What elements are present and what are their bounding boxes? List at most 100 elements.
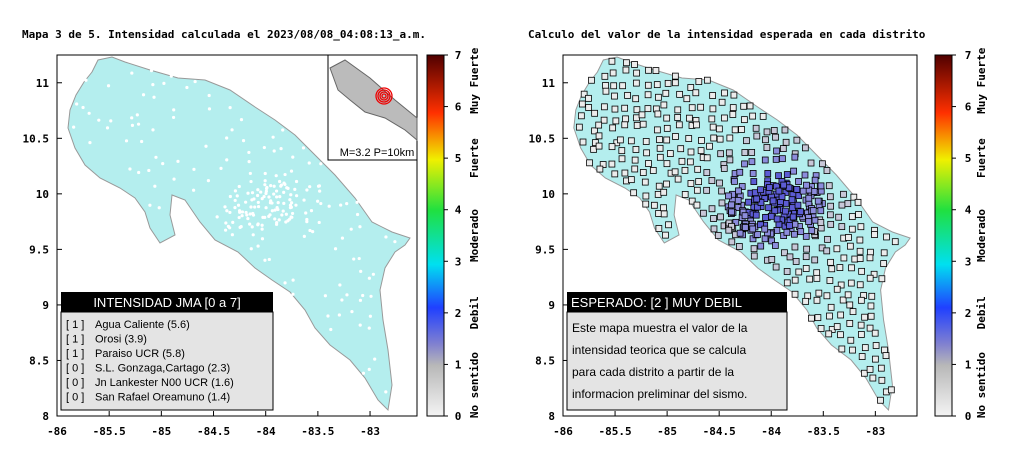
district-square (854, 198, 862, 206)
district-square (757, 221, 764, 229)
station-dot (87, 111, 91, 115)
x-tick-label: -84.5 (703, 425, 736, 438)
box-body (566, 311, 788, 411)
district-square (799, 187, 807, 195)
district-square (700, 209, 707, 217)
station-dot (172, 177, 176, 181)
colorbar-label: Debil (468, 296, 481, 329)
station-dot (75, 102, 79, 106)
district-square (838, 201, 846, 209)
district-square (849, 346, 856, 354)
district-square (652, 67, 660, 74)
district-square (769, 197, 777, 205)
station-dot (247, 150, 251, 155)
station-dot (109, 119, 113, 123)
district-square (827, 258, 834, 266)
district-square (750, 178, 758, 185)
district-square (772, 133, 779, 141)
district-square (748, 158, 756, 166)
station-dot (148, 203, 152, 207)
district-square (837, 281, 845, 289)
station-dot (130, 123, 135, 127)
district-square (748, 149, 756, 156)
station-dot (282, 190, 286, 195)
district-square (824, 235, 831, 243)
district-square (757, 242, 765, 250)
district-square (838, 223, 846, 231)
station-dot (248, 222, 252, 226)
district-square (823, 247, 831, 255)
district-square (609, 124, 617, 132)
station-dot (124, 139, 129, 143)
station-dot (288, 198, 292, 202)
district-square (632, 146, 640, 153)
district-square (692, 89, 700, 97)
x-tick-label: -85 (657, 425, 677, 438)
district-square (611, 92, 618, 100)
district-square (866, 324, 874, 332)
district-square (672, 79, 679, 87)
district-square (632, 95, 640, 103)
colorbar-tick-label: 5 (965, 152, 972, 165)
station-dot (237, 215, 241, 220)
station-dot (282, 201, 286, 205)
y-tick-label: 8 (548, 410, 555, 423)
district-square (858, 296, 865, 304)
box-body (60, 311, 274, 411)
station-dot (384, 390, 388, 394)
station-dot (171, 115, 176, 120)
district-square (734, 197, 742, 204)
district-square (591, 127, 598, 135)
district-square (708, 115, 716, 123)
station-dot (291, 292, 295, 296)
colorbar-label: Fuerte (468, 138, 481, 178)
station-dot (281, 128, 285, 132)
station-dot (308, 185, 312, 189)
district-square (688, 104, 696, 112)
district-square (772, 242, 779, 249)
district-square (880, 249, 888, 257)
district-square (806, 275, 814, 283)
district-square (791, 243, 799, 251)
station-dot (239, 118, 244, 122)
district-square (770, 127, 778, 134)
district-square (655, 225, 663, 232)
station-dot (279, 183, 284, 187)
station-dot (339, 203, 343, 207)
district-square (633, 69, 640, 77)
district-square (768, 237, 776, 245)
station-dot (349, 227, 353, 231)
district-square (861, 369, 868, 377)
district-square (866, 365, 874, 373)
station-dot (355, 200, 359, 204)
district-square (819, 160, 826, 168)
district-square (736, 168, 744, 176)
district-square (708, 205, 716, 213)
district-square (631, 156, 639, 164)
colorbar-tick-label: 1 (965, 358, 972, 371)
district-square (576, 123, 583, 131)
district-square (837, 331, 844, 339)
district-square (846, 320, 854, 327)
district-square (602, 87, 610, 95)
station-dot (230, 128, 234, 132)
station-dot (368, 314, 372, 318)
station-dot (293, 187, 297, 191)
station-dot (248, 171, 252, 176)
district-square (835, 213, 842, 221)
district-square (788, 196, 796, 204)
colorbar-tick-label: 0 (965, 410, 972, 423)
district-square (793, 185, 801, 193)
district-square (768, 256, 776, 263)
district-square (643, 149, 650, 157)
district-square (664, 79, 672, 87)
station-dot (275, 195, 279, 199)
district-square (731, 177, 738, 185)
station-dot (281, 209, 285, 213)
district-square (762, 136, 769, 144)
district-square (847, 279, 855, 287)
district-square (721, 114, 728, 122)
district-square (725, 192, 732, 200)
district-square (763, 144, 771, 151)
station-dot (288, 203, 293, 207)
